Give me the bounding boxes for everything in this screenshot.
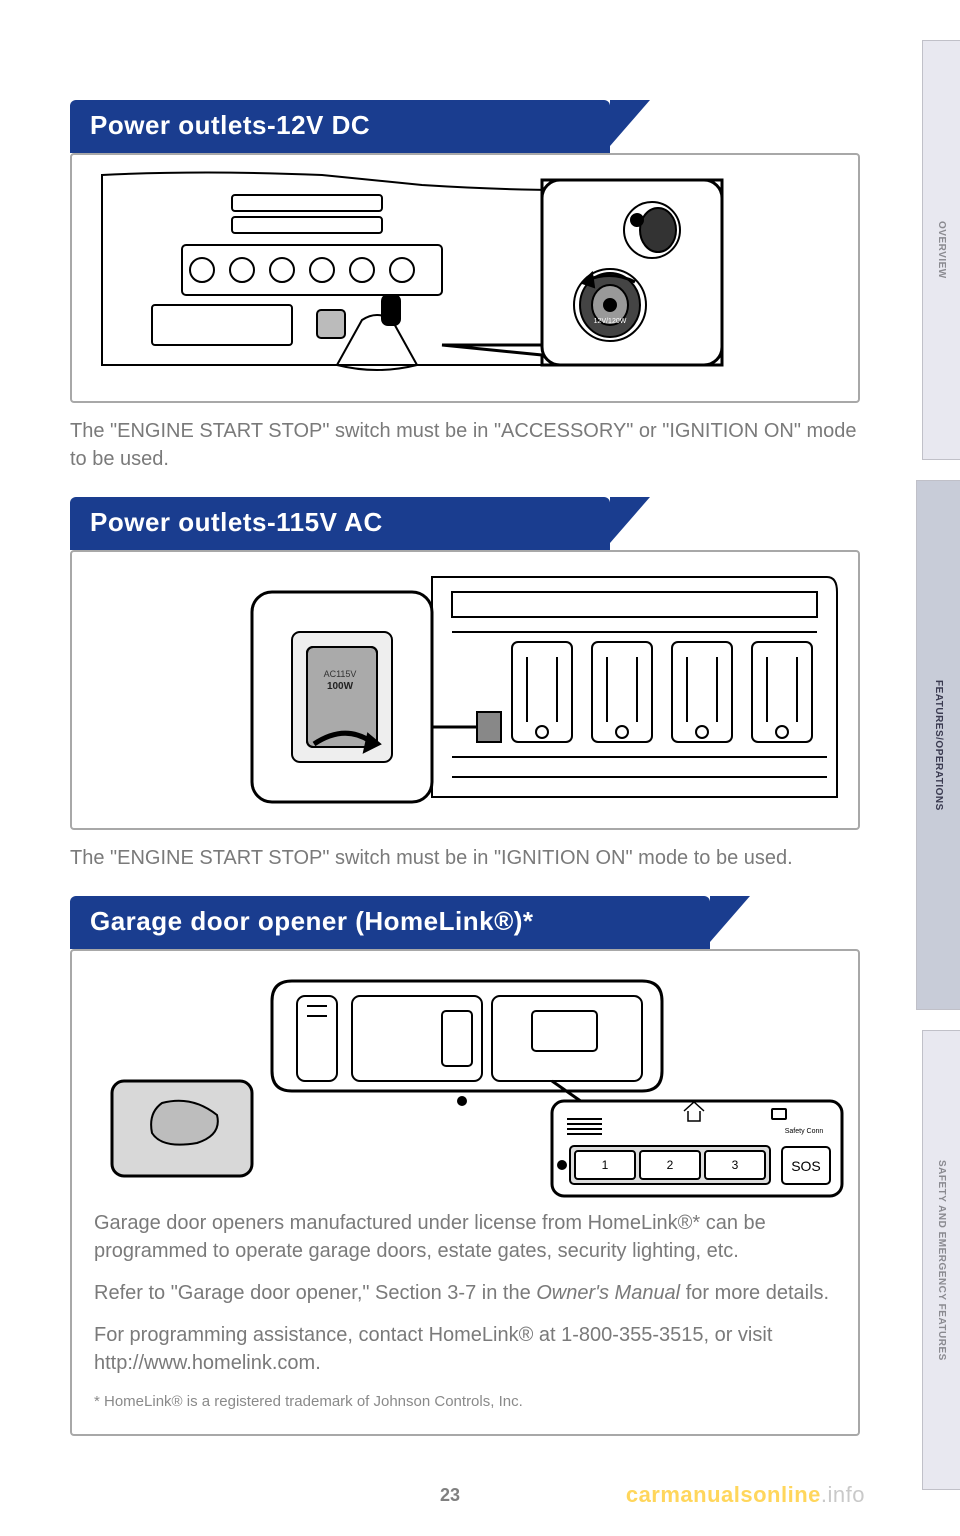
tab-features-operations[interactable]: FEATURES/OPERATIONS bbox=[916, 480, 960, 1010]
caption-12v: The "ENGINE START STOP" switch must be i… bbox=[70, 417, 860, 473]
section-header-homelink: Garage door opener (HomeLink®)* bbox=[70, 896, 710, 949]
tab-safety-emergency[interactable]: SAFETY AND EMERGENCY FEATURES bbox=[922, 1030, 960, 1490]
svg-text:AC115V: AC115V bbox=[324, 669, 357, 679]
section-header-115v: Power outlets-115V AC bbox=[70, 497, 610, 550]
svg-text:Safety Conn: Safety Conn bbox=[785, 1128, 824, 1135]
svg-text:SOS: SOS bbox=[791, 1158, 821, 1174]
watermark: carmanualsonline.info bbox=[626, 1482, 865, 1508]
svg-text:12V/120W: 12V/120W bbox=[594, 318, 627, 325]
figure-homelink: 1 2 3 SOS Safety Conn Garage door opener… bbox=[70, 949, 860, 1436]
svg-text:100W: 100W bbox=[327, 681, 354, 692]
svg-text:2: 2 bbox=[667, 1158, 674, 1172]
caption-homelink-1: Garage door openers manufactured under l… bbox=[94, 1209, 836, 1265]
figure-12v-outlet: 12V/120W bbox=[70, 153, 860, 403]
footnote-homelink: * HomeLink® is a registered trademark of… bbox=[94, 1391, 836, 1412]
svg-text:3: 3 bbox=[732, 1158, 739, 1172]
caption-115v: The "ENGINE START STOP" switch must be i… bbox=[70, 844, 860, 872]
section-header-12v: Power outlets-12V DC bbox=[70, 100, 610, 153]
svg-text:1: 1 bbox=[602, 1158, 609, 1172]
caption-homelink-3: For programming assistance, contact Home… bbox=[94, 1321, 836, 1377]
caption-homelink-2: Refer to "Garage door opener," Section 3… bbox=[94, 1279, 836, 1307]
figure-115v-outlet: AC115V 100W bbox=[70, 550, 860, 830]
side-tab-strip: OVERVIEW FEATURES/OPERATIONS SAFETY AND … bbox=[920, 0, 960, 1536]
document-page: Power outlets-12V DC bbox=[0, 0, 920, 1536]
tab-overview[interactable]: OVERVIEW bbox=[922, 40, 960, 460]
